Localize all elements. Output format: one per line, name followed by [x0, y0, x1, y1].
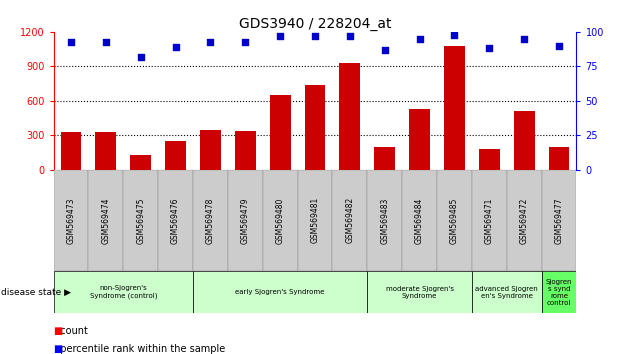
Bar — [304, 85, 326, 170]
Bar — [367, 271, 472, 313]
Bar — [472, 271, 542, 313]
Bar — [193, 271, 367, 313]
Text: GSM569482: GSM569482 — [345, 197, 354, 244]
Bar — [437, 170, 472, 271]
Text: GSM569484: GSM569484 — [415, 197, 424, 244]
Point — [171, 44, 181, 50]
Text: GSM569478: GSM569478 — [206, 197, 215, 244]
Text: GSM569473: GSM569473 — [67, 197, 76, 244]
Point — [484, 46, 495, 51]
Bar — [165, 141, 186, 170]
Bar — [479, 149, 500, 170]
Title: GDS3940 / 228204_at: GDS3940 / 228204_at — [239, 17, 391, 31]
Bar — [409, 109, 430, 170]
Point — [101, 39, 111, 44]
Point — [66, 39, 76, 44]
Bar — [54, 170, 88, 271]
Bar — [263, 170, 297, 271]
Bar — [54, 271, 193, 313]
Text: GSM569474: GSM569474 — [101, 197, 110, 244]
Text: GSM569485: GSM569485 — [450, 197, 459, 244]
Bar — [235, 131, 256, 170]
Text: GSM569475: GSM569475 — [136, 197, 145, 244]
Text: GSM569476: GSM569476 — [171, 197, 180, 244]
Bar — [123, 170, 158, 271]
Bar — [340, 63, 360, 170]
Bar — [88, 170, 123, 271]
Text: GSM569480: GSM569480 — [276, 197, 285, 244]
Point — [135, 54, 146, 59]
Bar — [158, 170, 193, 271]
Point — [240, 39, 250, 44]
Bar — [472, 170, 507, 271]
Bar — [60, 132, 81, 170]
Bar — [333, 170, 367, 271]
Text: ■: ■ — [54, 344, 63, 354]
Bar — [402, 170, 437, 271]
Bar — [200, 130, 221, 170]
Text: Sjogren
s synd
rome
control: Sjogren s synd rome control — [546, 279, 572, 306]
Bar — [270, 95, 290, 170]
Bar — [542, 170, 576, 271]
Point — [554, 43, 564, 48]
Text: ■: ■ — [54, 326, 63, 336]
Point — [380, 47, 390, 53]
Text: early Sjogren's Syndrome: early Sjogren's Syndrome — [236, 289, 325, 295]
Bar — [130, 155, 151, 170]
Point — [519, 36, 529, 42]
Bar — [297, 170, 333, 271]
Text: count: count — [54, 326, 88, 336]
Bar — [193, 170, 228, 271]
Text: GSM569472: GSM569472 — [520, 197, 529, 244]
Text: GSM569477: GSM569477 — [554, 197, 563, 244]
Point — [310, 33, 320, 39]
Bar — [95, 132, 117, 170]
Text: GSM569483: GSM569483 — [381, 197, 389, 244]
Text: GSM569481: GSM569481 — [311, 197, 319, 244]
Text: GSM569479: GSM569479 — [241, 197, 249, 244]
Bar — [507, 170, 542, 271]
Bar — [374, 147, 395, 170]
Bar — [367, 170, 402, 271]
Text: non-Sjogren's
Syndrome (control): non-Sjogren's Syndrome (control) — [89, 285, 157, 299]
Point — [275, 33, 285, 39]
Text: disease state ▶: disease state ▶ — [1, 287, 71, 297]
Bar — [549, 147, 570, 170]
Bar — [444, 46, 465, 170]
Text: percentile rank within the sample: percentile rank within the sample — [54, 344, 225, 354]
Point — [415, 36, 425, 42]
Point — [449, 32, 459, 38]
Text: GSM569471: GSM569471 — [485, 197, 494, 244]
Text: moderate Sjogren's
Syndrome: moderate Sjogren's Syndrome — [386, 286, 454, 298]
Bar — [513, 111, 535, 170]
Point — [345, 33, 355, 39]
Bar — [228, 170, 263, 271]
Point — [205, 39, 215, 44]
Bar — [542, 271, 576, 313]
Text: advanced Sjogren
en's Syndrome: advanced Sjogren en's Syndrome — [476, 286, 538, 298]
